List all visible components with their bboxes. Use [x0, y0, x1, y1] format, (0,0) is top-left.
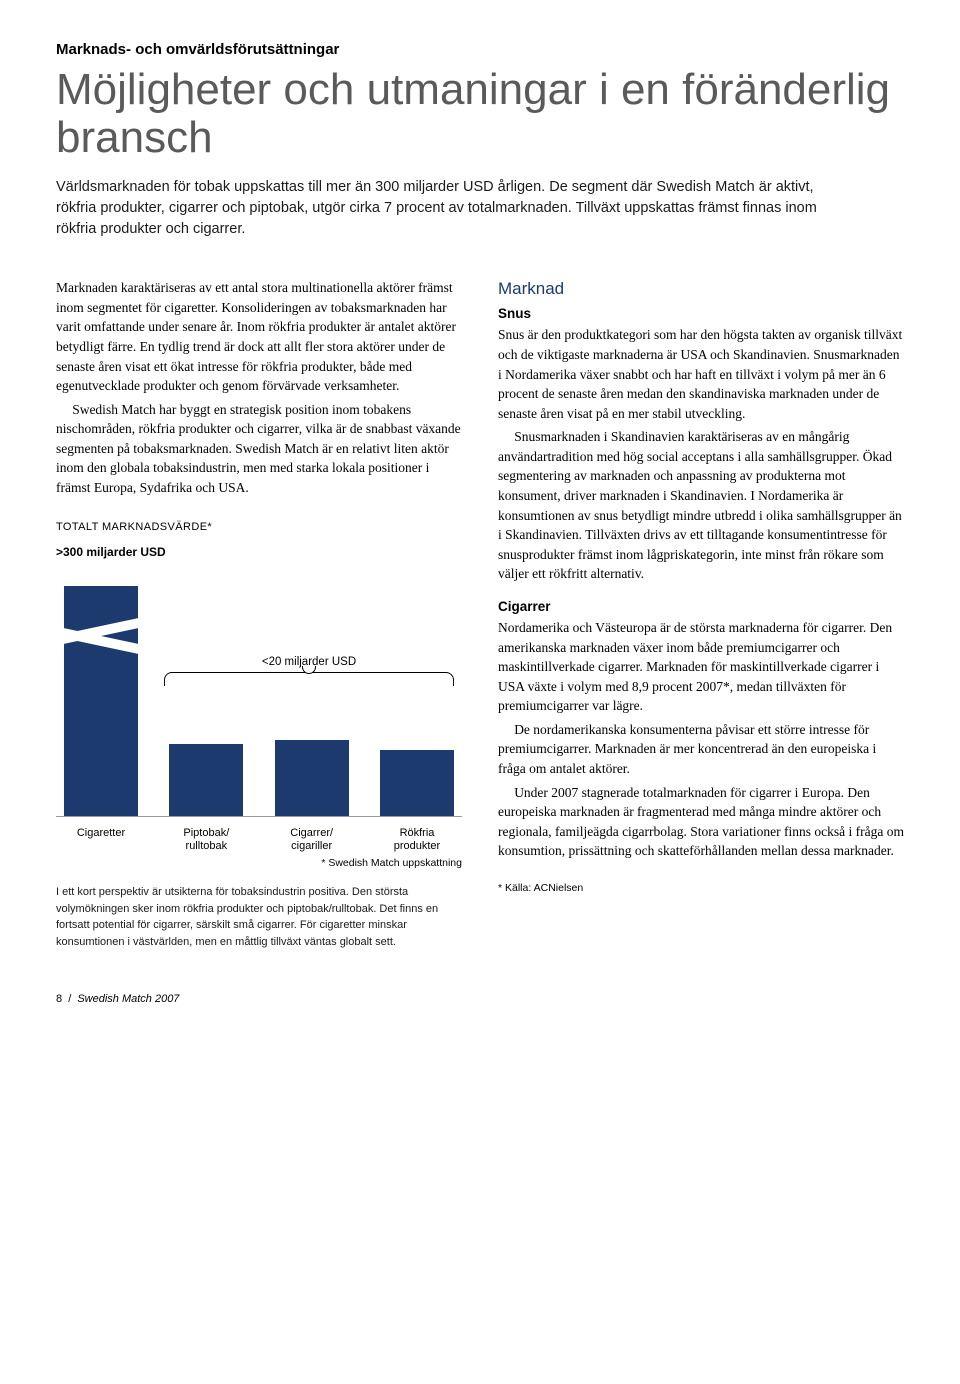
chart-caption: I ett kort perspektiv är utsikterna för … — [56, 884, 462, 950]
bar-piptobak — [169, 744, 243, 816]
left-column: Marknaden karaktäriseras av ett antal st… — [56, 278, 462, 950]
bar-cigaretter — [64, 586, 138, 816]
footer-separator: / — [68, 993, 71, 1005]
bar-chart: <20 miljarder USD — [56, 567, 462, 817]
report-name: Swedish Match 2007 — [77, 993, 179, 1005]
subsection-snus: Snus — [498, 305, 904, 323]
chart-footnote: * Swedish Match uppskattning — [56, 856, 462, 870]
right-column: Marknad Snus Snus är den produktkategori… — [498, 278, 904, 950]
chart-title: TOTALT MARKNADSVÄRDE* — [56, 520, 462, 535]
source-note: * Källa: ACNielsen — [498, 881, 904, 895]
page-number: 8 — [56, 993, 62, 1005]
two-column-layout: Marknaden karaktäriseras av ett antal st… — [56, 278, 904, 950]
lead-paragraph: Världsmarknaden för tobak uppskattas til… — [56, 177, 856, 240]
xlabel-2: Cigarrer/ cigariller — [267, 827, 357, 855]
xlabel-0: Cigaretter — [56, 827, 146, 855]
bar-cigarrer — [275, 740, 349, 816]
cigar-p1: Nordamerika och Västeuropa är de största… — [498, 618, 904, 716]
xlabel-1: Piptobak/ rulltobak — [161, 827, 251, 855]
page-headline: Möjligheter och utmaningar i en föränder… — [56, 66, 904, 161]
xlabel-3: Rökfria produkter — [372, 827, 462, 855]
eyebrow: Marknads- och omvärldsförutsättningar — [56, 40, 904, 60]
chart-subtitle: >300 miljarder USD — [56, 544, 462, 560]
chart-bars — [56, 567, 462, 816]
cigar-p3: Under 2007 stagnerade totalmarknaden för… — [498, 783, 904, 861]
left-p2: Swedish Match har byggt en strategisk po… — [56, 400, 462, 498]
subsection-cigarrer: Cigarrer — [498, 598, 904, 616]
snus-p2: Snusmarknaden i Skandinavien karaktärise… — [498, 427, 904, 584]
page-footer: 8 / Swedish Match 2007 — [56, 992, 904, 1007]
cigar-p2: De nordamerikanska konsumenterna påvisar… — [498, 720, 904, 779]
snus-p1: Snus är den produktkategori som har den … — [498, 325, 904, 423]
chart-x-labels: Cigaretter Piptobak/ rulltobak Cigarrer/… — [56, 823, 462, 855]
left-p1: Marknaden karaktäriseras av ett antal st… — [56, 278, 462, 395]
section-title-marknad: Marknad — [498, 278, 904, 301]
bar-rokfria — [380, 750, 454, 816]
